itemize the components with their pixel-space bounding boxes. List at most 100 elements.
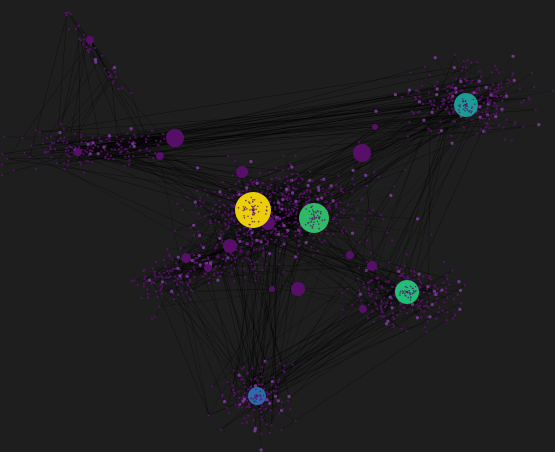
network-node <box>374 109 378 113</box>
network-node <box>170 289 174 293</box>
network-node <box>439 129 443 133</box>
network-node <box>83 38 86 41</box>
network-node <box>240 193 243 196</box>
network-node <box>365 260 368 263</box>
network-node <box>321 187 324 190</box>
network-node <box>285 175 288 178</box>
network-node <box>110 76 113 79</box>
network-node <box>207 258 210 261</box>
edge <box>64 150 93 170</box>
network-node <box>447 111 450 114</box>
network-node <box>399 290 402 293</box>
network-node <box>373 171 376 174</box>
network-node <box>444 107 447 111</box>
network-node <box>506 78 509 81</box>
network-node <box>252 418 255 422</box>
network-node <box>275 238 278 241</box>
network-node <box>488 101 492 104</box>
network-node <box>268 192 271 195</box>
network-node <box>221 180 224 184</box>
network-node <box>171 270 174 273</box>
network-node <box>274 166 277 170</box>
network-node <box>324 228 327 231</box>
edge <box>266 399 271 433</box>
network-node <box>435 317 438 320</box>
network-node <box>91 136 94 139</box>
edge <box>179 265 373 277</box>
network-node <box>407 88 412 92</box>
network-node <box>358 292 362 296</box>
network-node <box>219 275 222 278</box>
network-node <box>66 153 69 156</box>
network-node <box>187 272 190 275</box>
network-node <box>366 316 369 319</box>
network-node <box>274 394 278 398</box>
network-node <box>462 108 465 110</box>
network-node <box>253 205 255 208</box>
network-node <box>254 271 257 274</box>
network-node <box>280 244 283 247</box>
network-node <box>245 189 248 192</box>
network-node <box>390 285 393 288</box>
network-node <box>159 140 162 143</box>
network-node <box>408 121 411 124</box>
network-node <box>83 149 87 152</box>
network-node <box>453 53 457 56</box>
network-node <box>243 267 246 270</box>
network-node <box>260 415 263 418</box>
network-node <box>444 99 447 102</box>
network-node <box>420 282 423 285</box>
edge <box>57 153 91 164</box>
network-node <box>168 253 171 256</box>
network-node <box>305 208 308 210</box>
network-node <box>299 225 302 228</box>
edge <box>424 66 453 144</box>
network-node <box>383 296 386 299</box>
network-node <box>296 229 300 232</box>
network-node <box>67 149 70 152</box>
network-node <box>403 306 406 309</box>
network-node <box>294 217 297 220</box>
network-node <box>248 201 250 203</box>
edge <box>154 271 260 405</box>
network-node <box>251 237 254 240</box>
network-node <box>224 211 227 214</box>
edge <box>472 90 554 93</box>
network-node <box>441 103 444 106</box>
edge <box>50 146 79 153</box>
network-node <box>289 180 292 183</box>
edge <box>155 226 315 277</box>
edge <box>242 152 363 399</box>
edge <box>262 293 430 395</box>
edge <box>410 108 453 290</box>
network-node <box>133 279 136 282</box>
edge <box>242 289 407 408</box>
network-node <box>220 230 223 233</box>
network-node <box>218 190 222 194</box>
network-node <box>448 283 451 286</box>
network-node <box>497 83 500 87</box>
network-node <box>363 217 366 220</box>
network-node <box>275 389 278 392</box>
network-node <box>417 272 421 276</box>
network-node <box>268 401 272 405</box>
network-node <box>222 232 225 235</box>
network-node <box>147 135 150 138</box>
network-node <box>380 315 383 318</box>
edge <box>275 228 299 290</box>
network-node <box>255 400 257 403</box>
network-node <box>409 285 412 288</box>
edge <box>254 225 402 329</box>
network-node <box>318 227 320 230</box>
network-node <box>145 153 148 156</box>
edge <box>297 286 365 290</box>
network-node <box>506 82 509 85</box>
network-node <box>251 367 254 370</box>
network-node <box>468 111 470 113</box>
network-node <box>335 213 338 216</box>
network-node <box>293 206 297 209</box>
network-node <box>214 219 217 222</box>
network-node <box>259 411 263 414</box>
network-node <box>486 121 489 125</box>
edge <box>179 269 268 399</box>
